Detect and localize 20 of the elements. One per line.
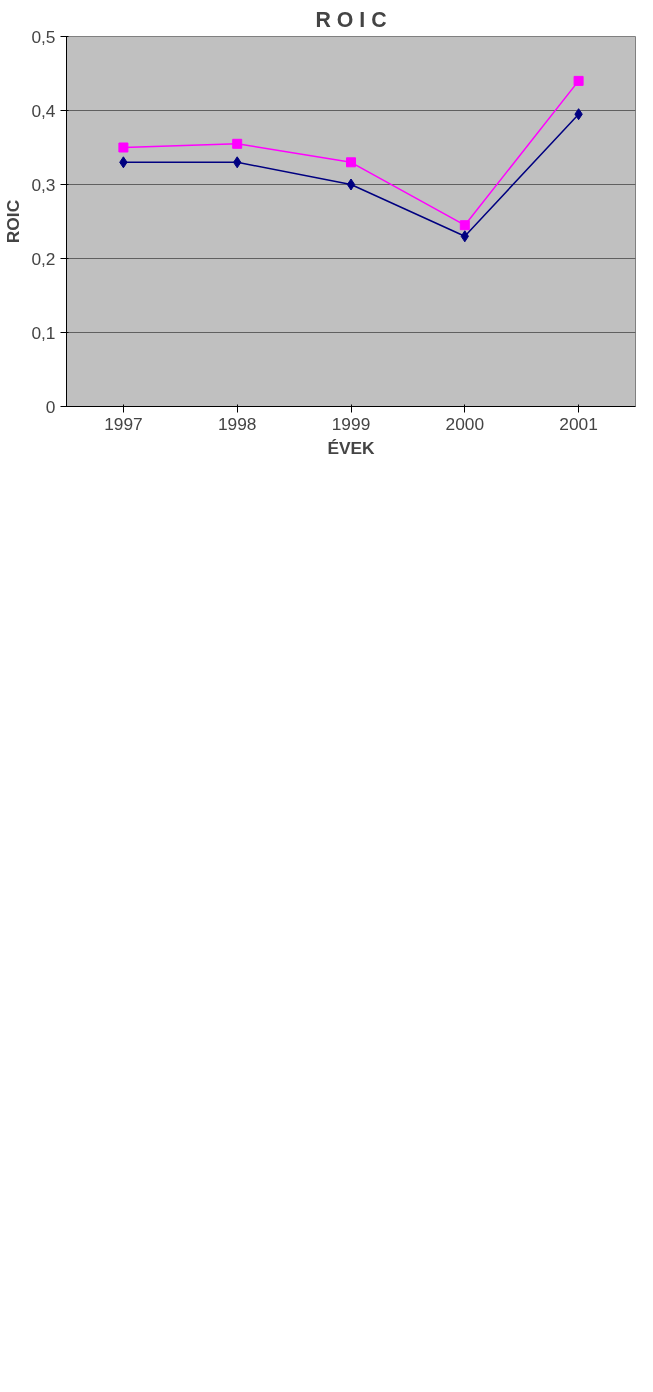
chart-title: R O I C [315,7,387,32]
x-tick-label: 1997 [104,413,143,434]
point [459,220,470,231]
y-tick-label: 0,2 [31,248,56,269]
y-axis-title: ROIC [3,199,24,244]
y-tick-label: 0,5 [31,26,56,47]
x-axis-title: ÉVEK [327,437,376,458]
point [118,142,129,153]
point [346,157,356,168]
point [232,138,243,149]
x-tick-label: 1999 [331,413,371,434]
x-tick-label: 2001 [559,413,598,434]
y-tick-label: 0,3 [31,174,56,195]
y-tick-label: 0,1 [31,322,56,343]
point [573,75,584,86]
y-tick-label: 0,4 [31,100,56,121]
y-tick-label: 0 [45,396,56,417]
point [346,178,356,191]
x-tick-label: 1998 [217,413,257,434]
x-tick-label: 2000 [445,413,485,434]
